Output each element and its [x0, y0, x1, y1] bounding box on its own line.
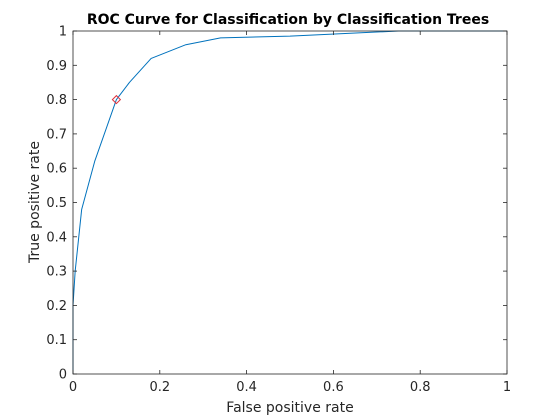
y-tick-label: 0.1 [46, 333, 67, 348]
x-tick-label: 0.2 [149, 380, 170, 395]
y-tick-label: 1 [59, 25, 67, 40]
x-tick-label: 0.4 [236, 380, 257, 395]
y-tick-label: 0.6 [46, 162, 67, 177]
x-tick-label: 0.6 [323, 380, 344, 395]
y-tick-label: 0 [59, 368, 67, 383]
y-tick-label: 0.4 [46, 230, 67, 245]
x-tick-label: 1 [503, 380, 511, 395]
x-tick-label: 0.8 [410, 380, 431, 395]
tick-labels: 0 0.2 0.4 0.6 0.8 1 0 0.1 0.2 0.3 0.4 0.5 0.6 0.7 0.8 0… [46, 25, 511, 396]
operating-point-marker [111, 94, 122, 105]
y-tick-label: 0.9 [46, 59, 67, 74]
tick-marks [72, 30, 508, 375]
y-axis-title: True positive rate [27, 141, 43, 264]
y-tick-label: 0.5 [46, 196, 67, 211]
plot-area [73, 31, 507, 374]
chart-title: ROC Curve for Classification by Classifi… [87, 12, 489, 28]
y-tick-label: 0.2 [46, 299, 67, 314]
y-tick-label: 0.3 [46, 265, 67, 280]
y-tick-label: 0.7 [46, 127, 67, 142]
x-tick-label: 0 [69, 380, 77, 395]
x-axis-title: False positive rate [226, 400, 353, 416]
y-tick-label: 0.8 [46, 93, 67, 108]
